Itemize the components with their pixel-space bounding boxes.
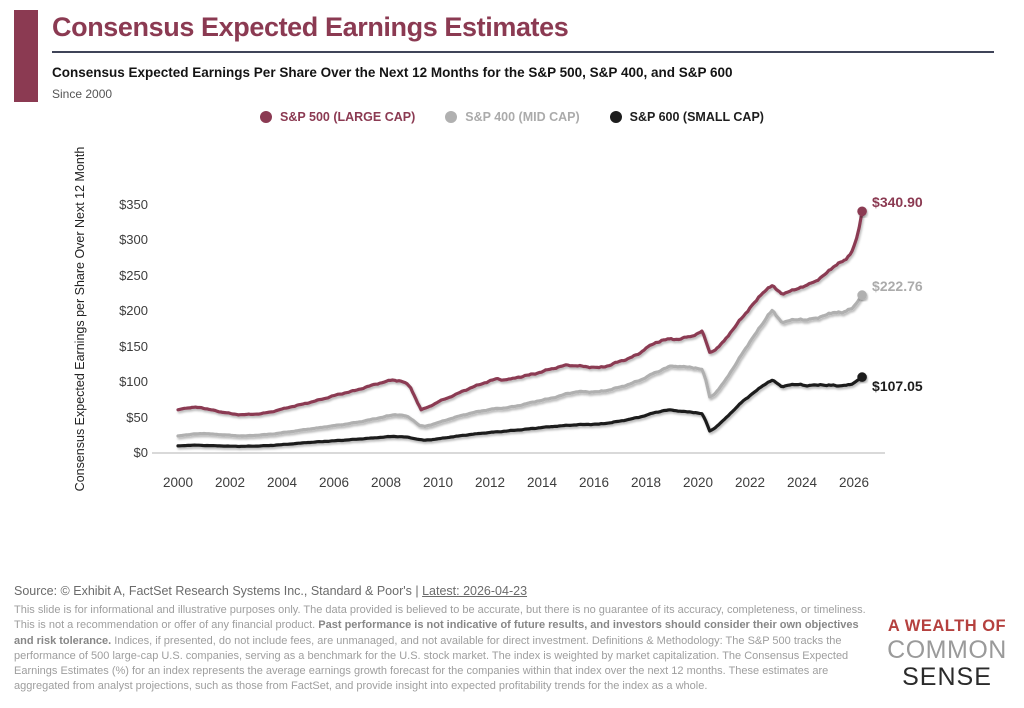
legend-dot-icon — [260, 111, 273, 123]
x-tick-label: 2000 — [162, 475, 194, 490]
source-text: Source: © Exhibit A, FactSet Research Sy… — [14, 584, 423, 598]
legend-dot-icon — [609, 111, 622, 123]
series-line-s-p-400-mid-cap- — [176, 293, 864, 438]
x-tick-label: 2018 — [630, 475, 662, 490]
series-line-s-p-500-large-cap- — [176, 209, 864, 417]
x-tick-label: 2008 — [370, 475, 402, 490]
series-end-dot — [857, 290, 867, 300]
logo-line-3: SENSE — [902, 662, 992, 691]
x-tick-label: 2024 — [786, 475, 818, 490]
disclaimer-segment: Indices, if presented, do not include fe… — [14, 634, 849, 693]
legend-label: S&P 500 (LARGE CAP) — [280, 110, 416, 124]
y-tick-label: $150 — [119, 338, 148, 354]
title-accent-bar — [14, 10, 38, 102]
chart-canvas — [152, 206, 885, 454]
x-tick-label: 2012 — [474, 475, 506, 490]
disclaimer-text: This slide is for informational and illu… — [14, 603, 866, 695]
y-tick-label: $200 — [119, 303, 148, 319]
x-tick-label: 2010 — [422, 475, 454, 490]
series-end-value-label: $107.05 — [872, 378, 923, 395]
source-line: Source: © Exhibit A, FactSet Research Sy… — [14, 584, 527, 598]
x-tick-label: 2014 — [526, 475, 558, 490]
x-tick-label: 2004 — [266, 475, 298, 490]
logo-line-2: COMMON — [887, 635, 1007, 664]
disclaimer-bold-segment: Past performance is not indicative of fu… — [14, 619, 859, 647]
period-label: Since 2000 — [52, 87, 113, 101]
x-tick-label: 2026 — [838, 475, 870, 490]
y-tick-label: $50 — [126, 409, 148, 425]
series-end-dot — [857, 372, 867, 382]
x-tick-label: 2020 — [682, 475, 714, 490]
y-tick-label: $300 — [119, 232, 148, 248]
x-tick-label: 2022 — [734, 475, 766, 490]
y-tick-label: $100 — [119, 374, 148, 390]
x-tick-label: 2002 — [214, 475, 246, 490]
y-tick-label: $350 — [119, 196, 148, 212]
series-end-dot — [857, 206, 867, 217]
chart-legend: S&P 500 (LARGE CAP) S&P 400 (MID CAP) S&P … — [0, 110, 1024, 124]
y-tick-label: $0 — [133, 445, 148, 460]
chart-subtitle: Consensus Expected Earnings Per Share Ov… — [52, 65, 733, 80]
y-tick-label: $250 — [119, 267, 148, 283]
series-line-s-p-600-small-cap- — [176, 375, 864, 449]
x-tick-label: 2006 — [318, 475, 350, 490]
x-tick-label: 2016 — [578, 475, 610, 490]
page-title: Consensus Expected Earnings Estimates — [52, 12, 569, 42]
y-axis-title: Consensus Expected Earnings per Share Ov… — [73, 146, 87, 492]
series-end-value-label: $222.76 — [872, 278, 923, 295]
title-underline — [52, 51, 994, 53]
series-end-value-label: $340.90 — [872, 194, 923, 211]
legend-label: S&P 400 (MID CAP) — [465, 110, 580, 124]
legend-item-1: S&P 500 (LARGE CAP) — [260, 110, 415, 124]
awocs-logo: A WEALTH OF COMMON SENSE — [876, 618, 1018, 690]
legend-label: S&P 600 (SMALL CAP) — [629, 110, 764, 124]
legend-dot-icon — [445, 111, 458, 123]
legend-item-3: S&P 600 (SMALL CAP) — [609, 110, 764, 124]
source-latest-date: Latest: 2026-04-23 — [422, 584, 528, 598]
legend-item-2: S&P 400 (MID CAP) — [445, 110, 580, 124]
disclaimer-segment: This slide is for informational and illu… — [14, 604, 866, 632]
logo-line-1: A WEALTH OF — [887, 617, 1007, 635]
